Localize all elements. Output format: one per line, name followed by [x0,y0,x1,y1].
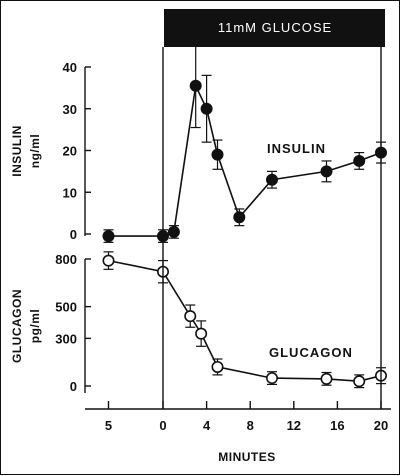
insulin-data-point [265,173,278,186]
glucagon-data-point [184,310,197,323]
insulin-data-point [167,225,180,238]
glucagon-plot [102,251,387,389]
insulin-data-point [102,230,115,243]
insulin-y-tick-label: 10 [63,185,77,200]
glucagon-data-point [265,372,278,385]
insulin-y-tick-label: 0 [70,227,77,242]
glucagon-data-point [353,375,366,388]
insulin-axis-title: INSULIN [10,125,24,177]
x-axis-title: MINUTES [218,450,276,464]
glucagon-data-point [211,360,224,373]
insulin-y-tick-label: 20 [63,144,77,159]
insulin-plot [102,43,387,243]
insulin-data-point [189,79,202,92]
glucagon-data-point [320,372,333,385]
x-tick-label: 0 [159,418,166,433]
insulin-series-label: INSULIN [267,141,326,156]
x-tick-label: 5 [105,418,112,433]
glucagon-y-tick-label: 300 [55,331,77,346]
insulin-data-point [200,102,213,115]
axis-ticks: 5 0 4 8 12 16 20 0 10 20 30 40 0 300 500 800 [55,47,388,433]
glucose-banner [164,9,385,47]
insulin-y-tick-label: 30 [63,102,77,117]
glucagon-y-tick-label: 500 [55,300,77,315]
insulin-axis-unit: ng/ml [28,134,42,169]
x-tick-label: 20 [374,418,388,433]
glucagon-data-point [102,254,115,267]
glucagon-series-label: GLUCAGON [269,345,353,360]
glucagon-y-tick-label: 0 [70,379,77,394]
insulin-y-tick-label: 40 [63,60,77,75]
insulin-data-point [353,154,366,167]
x-tick-label: 16 [330,418,344,433]
glucagon-axis-unit: pg/ml [28,309,42,344]
glucagon-y-tick-label: 800 [55,252,77,267]
x-tick-label: 4 [203,418,211,433]
glucagon-data-point [195,327,208,340]
insulin-data-point [233,211,246,224]
insulin-data-point [211,148,224,161]
insulin-data-point [320,165,333,178]
insulin-series-line [108,83,382,237]
x-tick-label: 12 [287,418,301,433]
glucose-banner-label: 11mM GLUCOSE [218,20,332,35]
glucagon-series-line [108,259,382,383]
glucagon-axis-title: GLUCAGON [10,289,24,363]
x-tick-label: 8 [247,418,254,433]
